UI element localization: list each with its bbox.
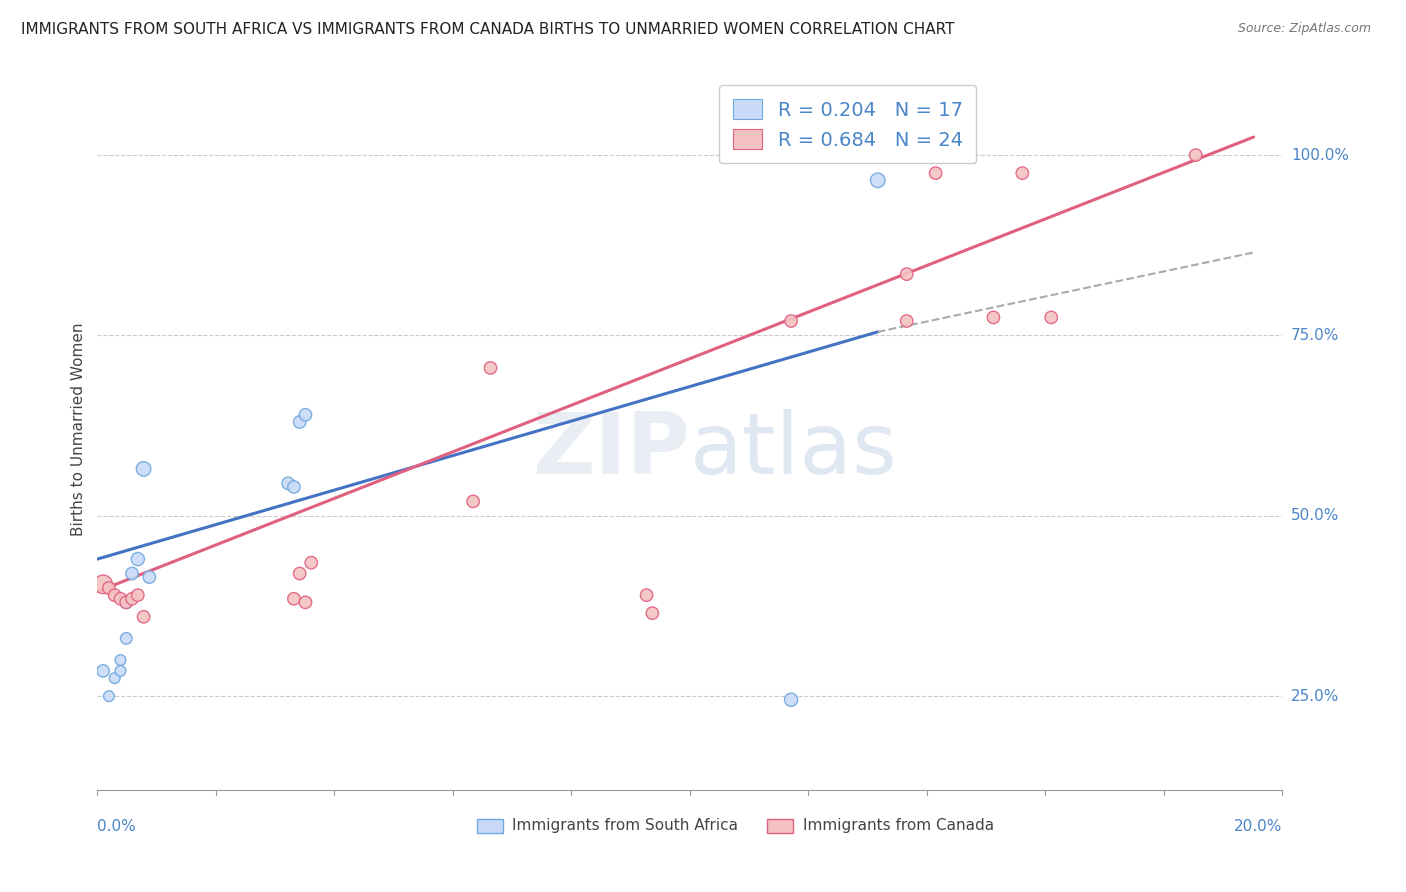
Point — [1040, 310, 1063, 325]
Text: Immigrants from South Africa: Immigrants from South Africa — [512, 819, 738, 833]
Point — [463, 494, 485, 508]
Point — [479, 360, 502, 375]
Point — [1011, 166, 1033, 180]
Point — [780, 692, 803, 706]
Point — [127, 552, 149, 566]
Point — [283, 480, 305, 494]
Text: ZIP: ZIP — [531, 409, 690, 492]
Point — [896, 314, 918, 328]
Point — [110, 653, 132, 667]
Point — [1184, 148, 1206, 162]
Point — [97, 581, 120, 595]
Point — [121, 566, 143, 581]
Point — [127, 588, 149, 602]
Point — [138, 570, 160, 584]
Point — [780, 314, 803, 328]
Point — [983, 310, 1005, 325]
Point — [866, 173, 889, 187]
Text: Source: ZipAtlas.com: Source: ZipAtlas.com — [1237, 22, 1371, 36]
Text: 0.0%: 0.0% — [97, 819, 136, 834]
Point — [132, 462, 155, 476]
Point — [91, 664, 114, 678]
Text: 20.0%: 20.0% — [1234, 819, 1282, 834]
Text: 50.0%: 50.0% — [1291, 508, 1339, 524]
Point — [288, 415, 311, 429]
Text: 25.0%: 25.0% — [1291, 689, 1339, 704]
Text: atlas: atlas — [690, 409, 898, 492]
Point — [115, 595, 138, 609]
Point — [641, 606, 664, 620]
Point — [115, 632, 138, 646]
Point — [288, 566, 311, 581]
Legend: R = 0.204   N = 17, R = 0.684   N = 24: R = 0.204 N = 17, R = 0.684 N = 24 — [720, 86, 977, 163]
Point — [91, 577, 114, 591]
Text: Immigrants from Canada: Immigrants from Canada — [803, 819, 994, 833]
Point — [283, 591, 305, 606]
Point — [97, 689, 120, 703]
Y-axis label: Births to Unmarried Women: Births to Unmarried Women — [72, 323, 86, 536]
Text: 75.0%: 75.0% — [1291, 328, 1339, 343]
Point — [294, 595, 316, 609]
Point — [121, 591, 143, 606]
Point — [110, 664, 132, 678]
Text: 100.0%: 100.0% — [1291, 147, 1348, 162]
FancyBboxPatch shape — [766, 819, 793, 833]
Point — [110, 591, 132, 606]
Point — [636, 588, 658, 602]
Point — [104, 588, 127, 602]
Point — [294, 408, 316, 422]
Point — [277, 476, 299, 491]
FancyBboxPatch shape — [477, 819, 503, 833]
Text: IMMIGRANTS FROM SOUTH AFRICA VS IMMIGRANTS FROM CANADA BIRTHS TO UNMARRIED WOMEN: IMMIGRANTS FROM SOUTH AFRICA VS IMMIGRAN… — [21, 22, 955, 37]
Point — [104, 671, 127, 685]
Point — [924, 166, 946, 180]
Point — [132, 609, 155, 624]
Point — [115, 595, 138, 609]
Point — [299, 556, 322, 570]
Point — [896, 267, 918, 281]
